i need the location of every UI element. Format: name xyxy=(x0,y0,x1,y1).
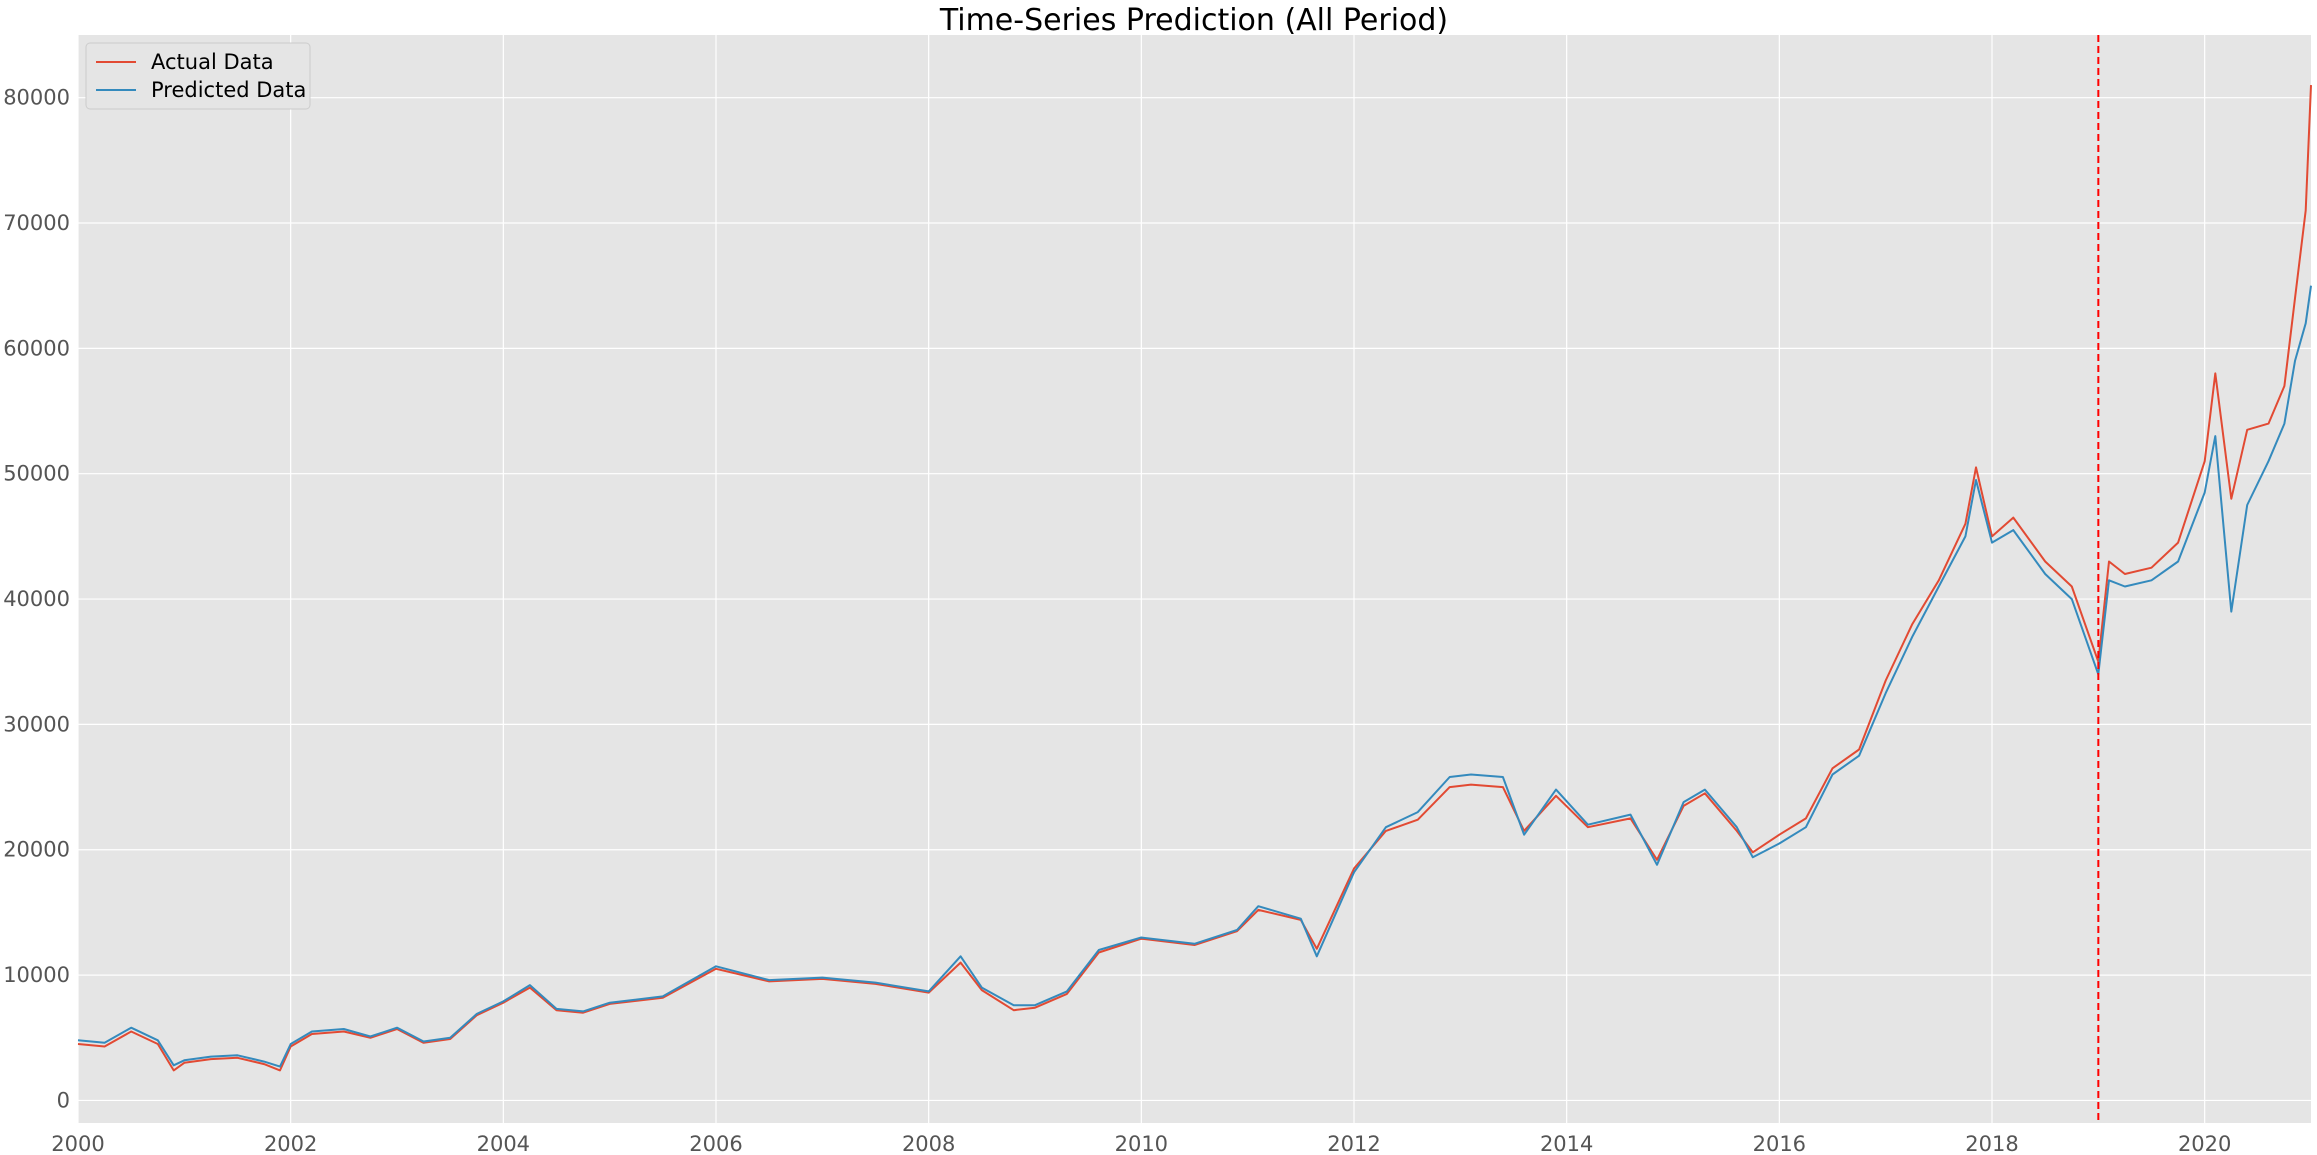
x-tick-label: 2014 xyxy=(1540,1132,1593,1155)
legend-label-predicted: Predicted Data xyxy=(151,78,306,102)
x-tick-label: 2012 xyxy=(1327,1132,1380,1155)
x-tick-label: 2016 xyxy=(1753,1132,1806,1155)
y-tick-label: 0 xyxy=(57,1088,70,1112)
legend-label-actual: Actual Data xyxy=(151,50,274,74)
y-tick-label: 70000 xyxy=(3,211,70,235)
y-tick-label: 40000 xyxy=(3,587,70,611)
y-tick-label: 20000 xyxy=(3,838,70,862)
series-actual-line xyxy=(77,85,2312,1072)
series-predicted-line xyxy=(77,285,2312,1068)
x-tick-label: 2010 xyxy=(1115,1132,1168,1155)
y-axis: 0 10000 20000 30000 40000 50000 60000 70000 8000… xyxy=(3,86,70,1113)
y-tick-label: 50000 xyxy=(3,462,70,486)
x-tick-label: 2002 xyxy=(264,1132,317,1155)
legend: Actual Data Predicted Data xyxy=(85,42,311,110)
y-tick-label: 30000 xyxy=(3,712,70,736)
x-tick-label: 2018 xyxy=(1965,1132,2018,1155)
y-tick-label: 60000 xyxy=(3,336,70,360)
y-tick-label: 10000 xyxy=(3,963,70,987)
y-tick-label: 80000 xyxy=(3,86,70,110)
legend-box xyxy=(85,42,311,110)
x-axis: 2000 2002 2004 2006 2008 2010 2012 2014 2016 2018… xyxy=(51,1132,2231,1155)
chart-title: Time-Series Prediction (All Period) xyxy=(939,3,1448,38)
x-tick-label: 2004 xyxy=(477,1132,530,1155)
x-tick-label: 2020 xyxy=(2178,1132,2231,1155)
x-tick-label: 2006 xyxy=(689,1132,742,1155)
x-tick-label: 2008 xyxy=(902,1132,955,1155)
grid xyxy=(77,35,2311,1123)
series-layer xyxy=(77,85,2312,1072)
plot-area xyxy=(78,35,2311,1123)
x-tick-label: 2000 xyxy=(51,1132,104,1155)
